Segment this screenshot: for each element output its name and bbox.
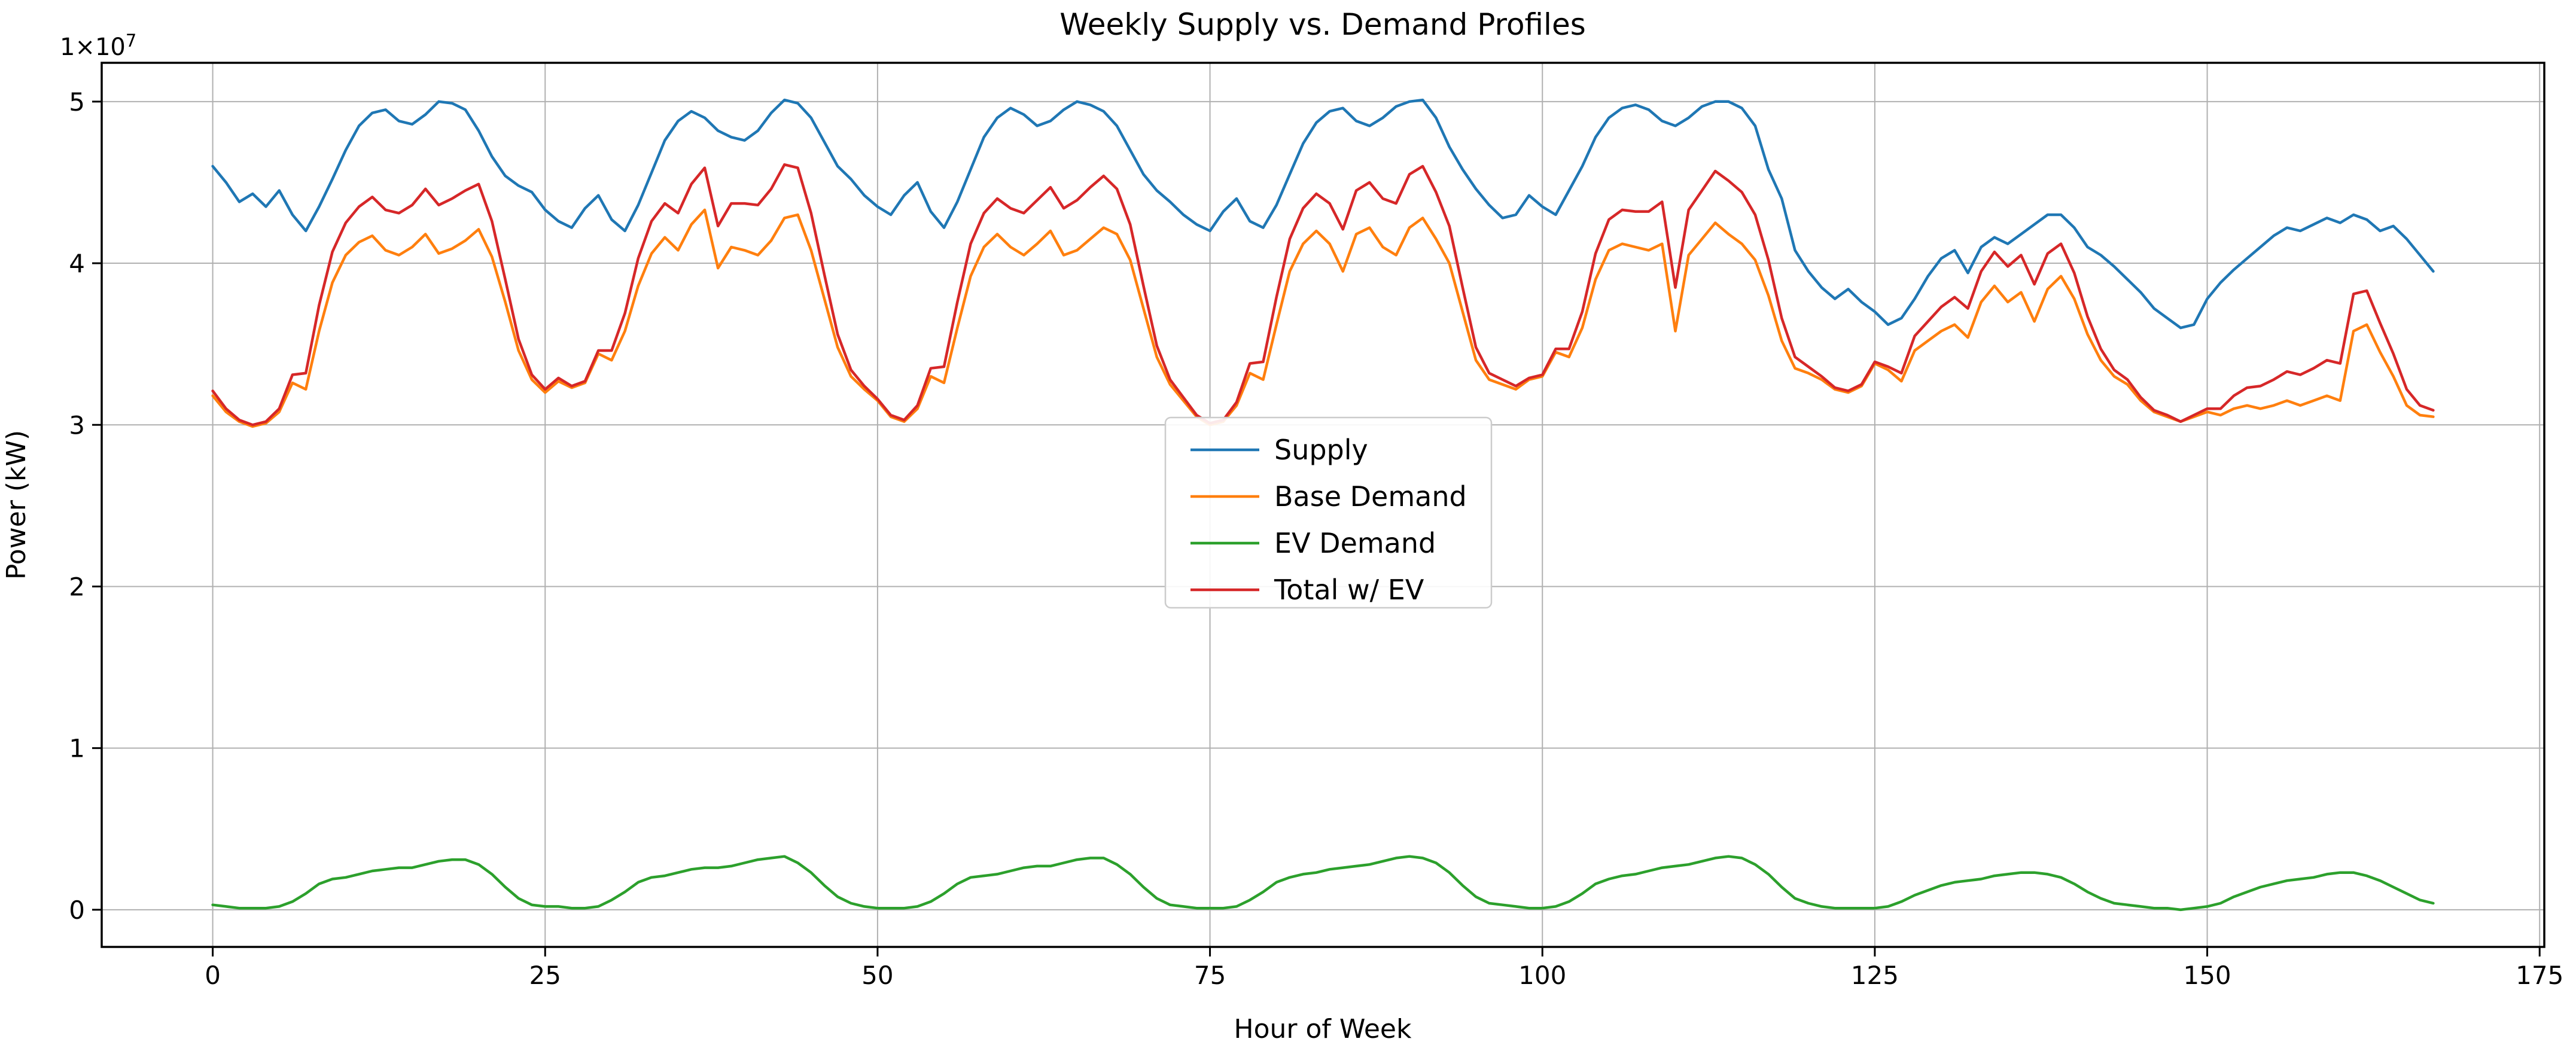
legend-label-total-ev: Total w/ EV <box>1274 574 1424 606</box>
x-tick-label: 25 <box>529 961 561 990</box>
y-axis-offset-text: 1×107 <box>60 31 136 61</box>
total-w-ev-line <box>211 163 2435 427</box>
x-axis-label: Hour of Week <box>1234 1014 1412 1044</box>
axes-spines <box>101 62 2545 948</box>
legend: Supply Base Demand EV Demand Total w/ EV <box>1164 416 1493 609</box>
x-tick-label: 0 <box>205 961 221 990</box>
grid-layer <box>102 63 2544 947</box>
x-tick-label: 150 <box>2183 961 2231 990</box>
y-tick-label: 5 <box>69 87 85 117</box>
legend-label-ev-demand: EV Demand <box>1274 527 1436 559</box>
x-tick-label: 75 <box>1194 961 1226 990</box>
y-tick-label: 3 <box>69 410 85 440</box>
x-tick-label: 125 <box>1851 961 1899 990</box>
offset-exponent: 7 <box>126 31 136 51</box>
supply-line <box>211 98 2435 330</box>
x-tick-label: 50 <box>861 961 893 990</box>
y-tick-label: 0 <box>69 895 85 925</box>
series-layer <box>211 98 2435 912</box>
legend-label-base-demand: Base Demand <box>1274 480 1467 513</box>
offset-mantissa: 1×10 <box>60 33 126 61</box>
legend-box <box>1164 416 1493 609</box>
y-tick-label: 2 <box>69 572 85 601</box>
y-tick-label: 4 <box>69 249 85 278</box>
x-tick-label: 100 <box>1518 961 1566 990</box>
base-demand-line <box>211 208 2435 428</box>
x-tick-label: 175 <box>2516 961 2563 990</box>
legend-label-supply: Supply <box>1274 434 1368 466</box>
ev-demand-line <box>211 855 2435 912</box>
tick-layer: 0 25 50 75 100 125 150 175 0 1 2 3 4 5 <box>69 87 2563 990</box>
y-axis-label: Power (kW) <box>1 430 32 580</box>
y-tick-label: 1 <box>69 734 85 763</box>
chart-title: Weekly Supply vs. Demand Profiles <box>1059 7 1586 42</box>
